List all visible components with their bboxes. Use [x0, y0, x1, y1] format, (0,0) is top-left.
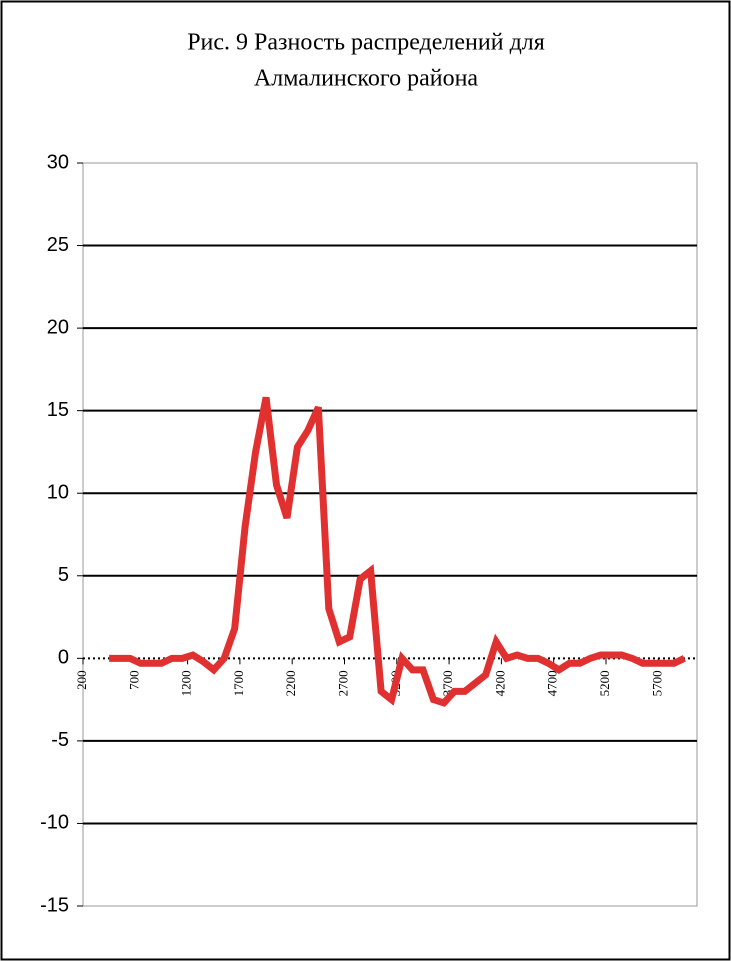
plot-area	[82, 162, 698, 907]
x-tick-label: 5700	[649, 670, 664, 696]
x-tick-label: 1200	[179, 670, 194, 696]
chart-title: Алмалинского района	[254, 66, 479, 92]
x-tick-label: 4700	[545, 670, 560, 696]
y-tick-label: 0	[58, 647, 69, 669]
y-tick-label: 15	[47, 399, 69, 421]
x-tick-label: 700	[126, 670, 141, 690]
y-tick-label: 30	[47, 151, 69, 173]
x-tick-label: 2200	[283, 670, 298, 696]
x-tick-label: 4200	[492, 670, 507, 696]
y-tick-label: -15	[40, 894, 69, 916]
data-line	[109, 396, 686, 707]
x-tick-label: 5200	[597, 670, 612, 696]
x-tick-label: 200	[74, 670, 89, 690]
y-tick-label: -10	[40, 812, 69, 834]
y-tick-label: 5	[58, 564, 69, 586]
x-tick-label: 1700	[231, 670, 246, 696]
chart-title: Рис. 9 Разность распределений для	[187, 30, 545, 56]
y-tick-label: -5	[51, 729, 69, 751]
y-tick-label: 10	[47, 482, 69, 504]
x-tick-label: 2700	[335, 670, 350, 696]
y-tick-label: 20	[47, 316, 69, 338]
y-tick-label: 25	[47, 234, 69, 256]
